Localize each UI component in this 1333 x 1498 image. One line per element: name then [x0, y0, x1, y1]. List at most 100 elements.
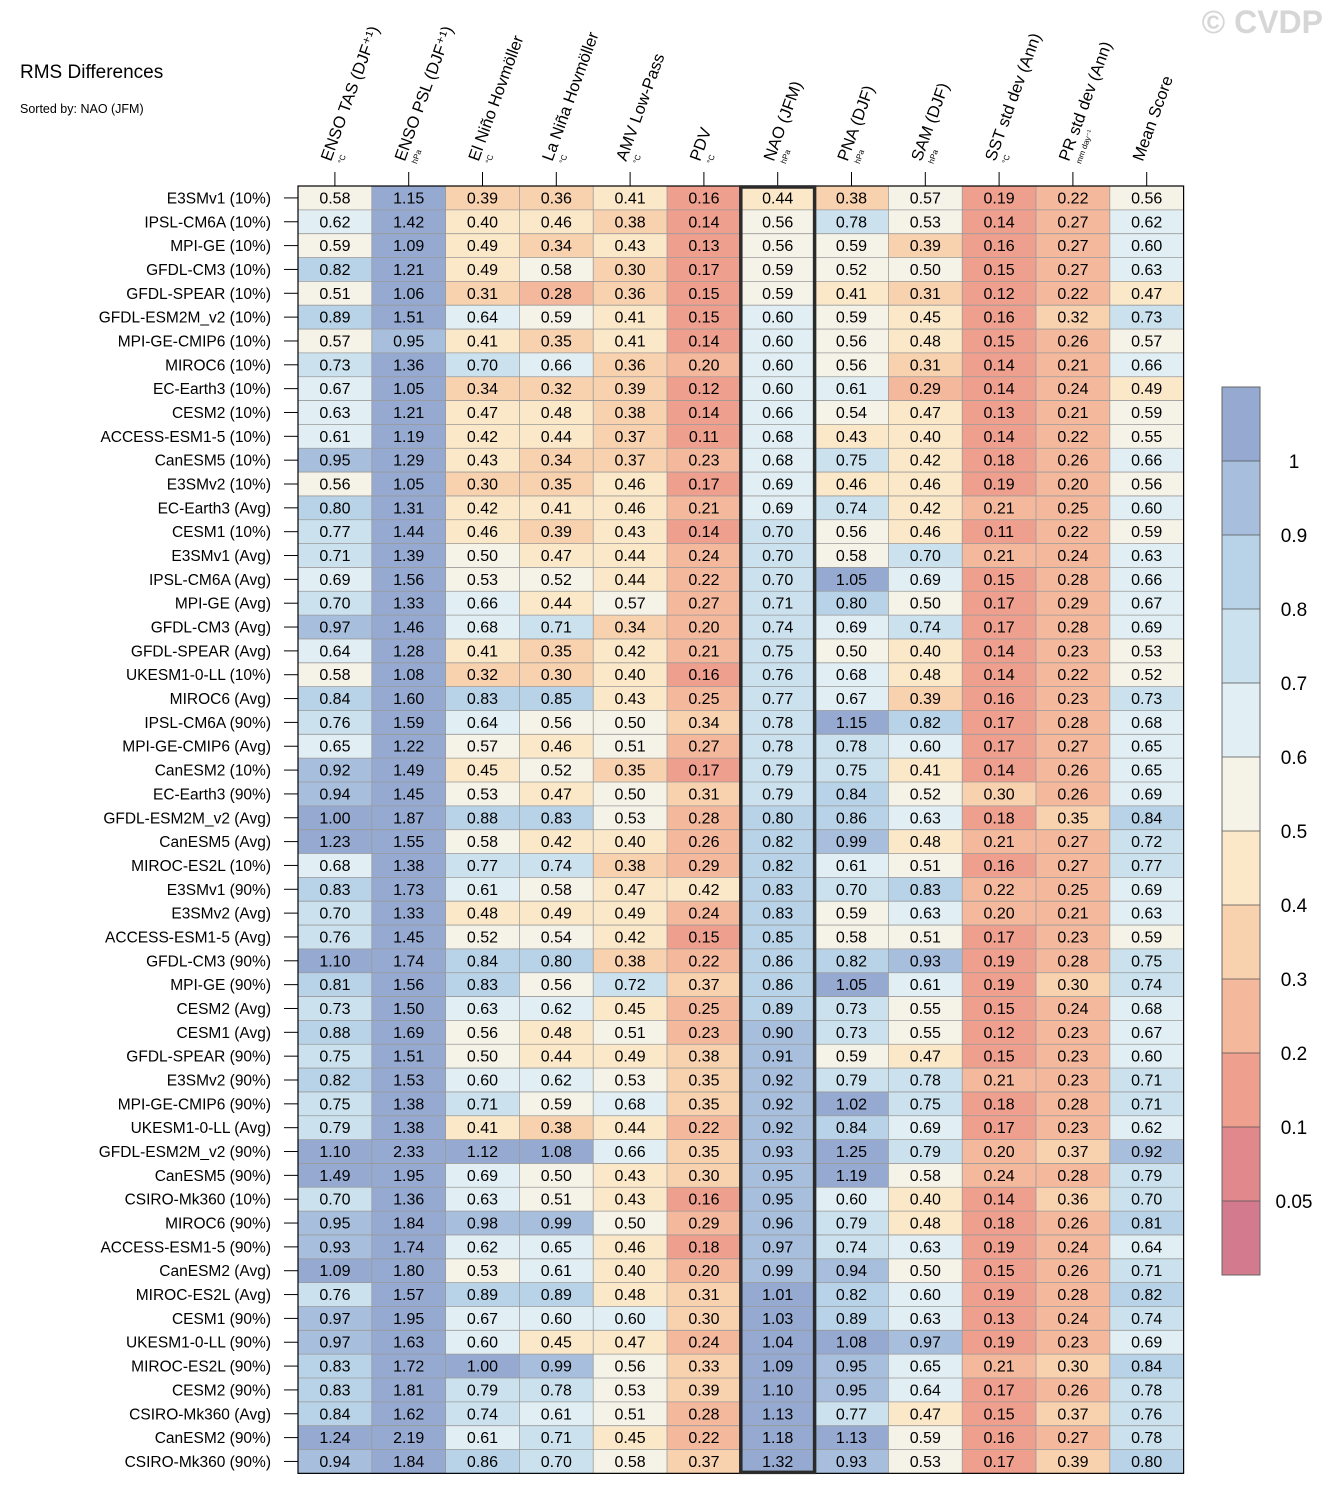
heatmap-cell	[962, 1401, 1036, 1426]
cell-value: 0.45	[467, 763, 498, 780]
heatmap-cell	[298, 1449, 372, 1474]
heatmap-cell	[1109, 448, 1184, 473]
heatmap-cell	[814, 1091, 889, 1116]
cell-value: 1.29	[393, 453, 424, 470]
row-label: ACCESS-ESM1-5 (Avg)	[105, 929, 271, 946]
cell-value: 0.23	[1057, 929, 1088, 946]
cell-value: 1.62	[393, 1406, 424, 1423]
heatmap-cell	[371, 1258, 446, 1283]
heatmap-cell	[519, 424, 594, 449]
heatmap-cell	[962, 829, 1036, 854]
cell-value: 0.46	[615, 1239, 646, 1256]
heatmap-cell	[740, 1115, 815, 1140]
cell-value: 0.28	[1057, 1168, 1088, 1185]
colorbar-segment	[1222, 1053, 1260, 1127]
heatmap-cell	[445, 925, 520, 949]
cell-value: 0.24	[1057, 548, 1088, 565]
heatmap-cell	[814, 233, 889, 258]
heatmap-cell	[814, 805, 889, 830]
cell-value: 0.47	[615, 1335, 646, 1352]
heatmap-cell	[593, 901, 667, 926]
cell-value: 0.83	[541, 810, 572, 827]
cell-value: 0.61	[541, 1263, 572, 1280]
heatmap-cell	[519, 782, 594, 806]
cell-value: 0.37	[688, 1454, 719, 1471]
cell-value: 0.84	[467, 953, 498, 970]
row-label: MIROC-ES2L (10%)	[131, 858, 271, 875]
cell-value: 0.53	[615, 1382, 646, 1399]
cell-value: 0.21	[1057, 906, 1088, 923]
heatmap-cell	[667, 281, 741, 306]
cell-value: 0.80	[836, 596, 867, 613]
cell-value: 0.25	[1057, 500, 1088, 517]
cell-value: 0.25	[688, 1001, 719, 1018]
heatmap-cell	[371, 1425, 446, 1450]
cell-value: 0.95	[762, 1168, 793, 1185]
heatmap-cell	[814, 1258, 889, 1283]
cell-value: 0.28	[688, 810, 719, 827]
cell-value: 0.82	[836, 1287, 867, 1304]
cell-value: 0.97	[762, 1239, 793, 1256]
heatmap-cell	[445, 305, 520, 330]
heatmap-cell	[1036, 1068, 1110, 1092]
cell-value: 1.84	[393, 1216, 424, 1233]
cell-value: 0.59	[1131, 929, 1162, 946]
cell-value: 0.70	[541, 1454, 572, 1471]
cell-value: 0.92	[762, 1120, 793, 1137]
heatmap-cell	[298, 209, 372, 234]
cell-value: 0.21	[984, 548, 1015, 565]
heatmap-cell	[814, 281, 889, 306]
cell-value: 0.77	[1131, 858, 1162, 875]
heatmap-cell	[1036, 829, 1110, 854]
colorbar-label: 0.1	[1281, 1118, 1307, 1139]
row-label: GFDL-CM3 (90%)	[146, 953, 271, 970]
cell-value: 1.09	[762, 1359, 793, 1376]
column-header: PDV°C	[687, 125, 717, 165]
heatmap-cell	[740, 758, 815, 782]
cell-value: 0.94	[319, 786, 350, 803]
heatmap-cell	[593, 400, 667, 425]
cell-value: 0.35	[1057, 810, 1088, 827]
heatmap-cell	[740, 615, 815, 639]
cell-value: 1.95	[393, 1168, 424, 1185]
cell-value: 1.63	[393, 1335, 424, 1352]
column-label: AMV Low-Pass	[613, 51, 668, 163]
heatmap-cell	[667, 1187, 741, 1212]
highlight-column-box	[739, 185, 817, 1475]
column-header: El Niño Hovmöller°C	[465, 33, 527, 165]
heatmap-cell	[593, 1425, 667, 1450]
heatmap-cell	[1109, 329, 1184, 353]
heatmap-cell	[1109, 1068, 1184, 1092]
heatmap-cell	[740, 1378, 815, 1402]
cell-value: 0.14	[984, 381, 1015, 398]
cell-value: 0.32	[1057, 310, 1088, 327]
heatmap-cell	[519, 1354, 594, 1378]
cell-value: 0.91	[762, 1049, 793, 1066]
cell-value: 0.78	[1131, 1430, 1162, 1447]
cell-value: 0.60	[762, 357, 793, 374]
cell-value: 0.93	[910, 953, 941, 970]
cell-value: 0.40	[910, 643, 941, 660]
cell-value: 1.49	[319, 1168, 350, 1185]
heatmap-cell	[888, 1258, 963, 1283]
heatmap-cell	[445, 472, 520, 496]
cell-value: 0.99	[762, 1263, 793, 1280]
heatmap-cell	[519, 686, 594, 711]
cell-value: 0.27	[1057, 262, 1088, 279]
heatmap-cell	[962, 1330, 1036, 1355]
heatmap-cell	[519, 710, 594, 735]
cell-value: 0.15	[984, 1406, 1015, 1423]
heatmap-cell	[1036, 1401, 1110, 1426]
heatmap-cell	[371, 1187, 446, 1212]
heatmap-cell	[1109, 1330, 1184, 1355]
cell-value: 0.39	[541, 524, 572, 541]
cell-value: 0.51	[910, 929, 941, 946]
cell-value: 0.60	[762, 310, 793, 327]
cell-value: 0.22	[688, 1120, 719, 1137]
cell-value: 0.19	[984, 1335, 1015, 1352]
cell-value: 0.47	[910, 1049, 941, 1066]
cell-value: 0.23	[688, 453, 719, 470]
column-header: AMV Low-Pass°C	[613, 51, 668, 165]
heatmap-cell	[962, 710, 1036, 735]
heatmap-cell	[740, 1068, 815, 1092]
